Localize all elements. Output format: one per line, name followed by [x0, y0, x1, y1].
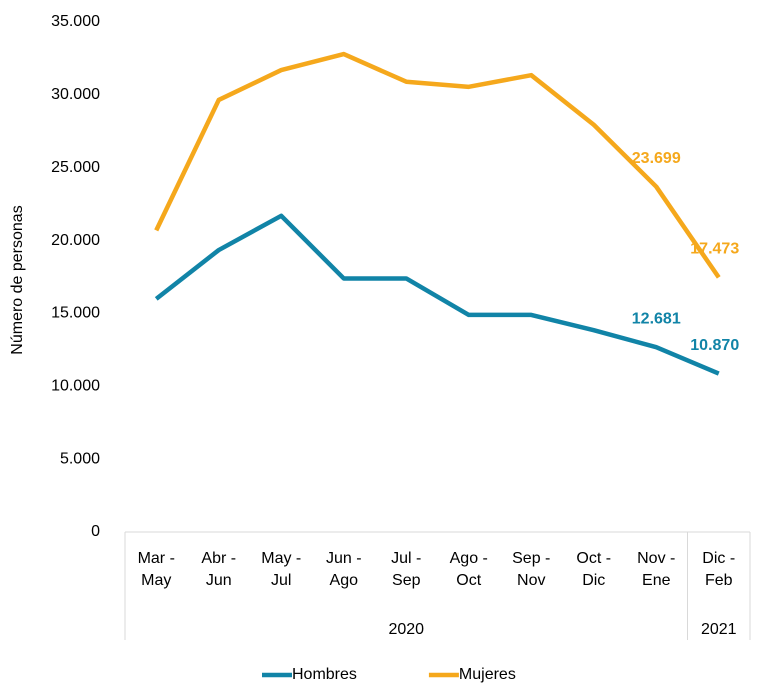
data-label: 10.870: [690, 337, 739, 354]
x-tick-label: Nov - Ene: [637, 550, 676, 589]
y-axis-label: Número de personas: [9, 205, 26, 354]
y-tick-label: 35.000: [51, 13, 100, 30]
y-tick-label: 20.000: [51, 232, 100, 249]
x-tick-label: Abr - Jun: [201, 550, 237, 589]
x-tick-label: Sep - Nov: [512, 550, 551, 589]
y-tick-label: 30.000: [51, 86, 100, 103]
line-series: [154, 213, 720, 376]
y-tick-label: 10.000: [51, 378, 100, 395]
group-label: 2021: [701, 621, 737, 638]
x-tick-label: Jun - Ago: [325, 550, 362, 589]
data-label: 17.473: [690, 241, 739, 258]
y-tick-label: 5.000: [60, 450, 100, 467]
x-tick-label: Mar - May: [137, 550, 175, 589]
line-series: [154, 51, 721, 279]
legend-label: Mujeres: [459, 666, 516, 683]
group-label: 2020: [388, 621, 424, 638]
data-label: 12.681: [632, 310, 681, 327]
y-tick-label: 25.000: [51, 159, 100, 176]
y-tick-label: 0: [91, 523, 100, 540]
x-tick-label: Oct - Dic: [576, 550, 612, 589]
x-tick-label: Dic - Feb: [702, 550, 736, 589]
data-label: 23.699: [632, 150, 681, 167]
x-tick-label: Jul - Sep: [391, 550, 422, 589]
x-tick-label: May - Jul: [261, 550, 302, 589]
legend-label: Hombres: [292, 666, 357, 683]
x-tick-label: Ago - Oct: [449, 550, 488, 589]
y-tick-label: 15.000: [51, 305, 100, 322]
